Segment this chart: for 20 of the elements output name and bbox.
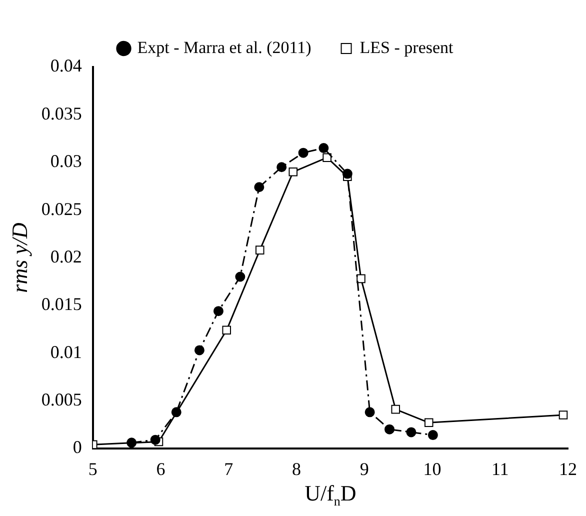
- y-tick-label: 0.02: [50, 246, 82, 266]
- y-tick-label: 0.005: [41, 389, 82, 410]
- y-tick-label: 0: [72, 437, 82, 458]
- x-tick-label: 12: [559, 458, 577, 479]
- x-tick-label: 6: [156, 458, 166, 479]
- y-tick-label: 0.025: [41, 198, 82, 219]
- y-axis-title: rms y/D: [6, 222, 32, 293]
- y-tick-label: 0.035: [41, 103, 82, 124]
- y-tick-label: 0.01: [50, 342, 82, 362]
- y-tick-label: 0.015: [41, 294, 82, 314]
- x-tick-label: 10: [423, 458, 442, 479]
- y-tick-label: 0.04: [50, 56, 82, 76]
- legend-label: LES - present: [360, 38, 454, 57]
- x-tick-label: 7: [224, 458, 234, 479]
- y-tick-label: 0.03: [50, 151, 82, 172]
- x-tick-label: 5: [88, 458, 98, 479]
- x-tick-label: 8: [292, 458, 302, 479]
- x-tick-label: 11: [491, 458, 509, 479]
- x-tick-label: 9: [360, 458, 369, 479]
- legend-label: Expt - Marra et al. (2011): [137, 38, 312, 57]
